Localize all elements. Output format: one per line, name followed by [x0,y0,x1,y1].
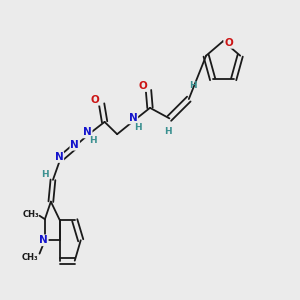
Text: N: N [39,235,48,245]
Text: H: H [134,123,142,132]
Text: CH₃: CH₃ [22,254,38,262]
Text: H: H [41,170,49,179]
Text: H: H [164,127,172,136]
Text: H: H [190,80,197,89]
Text: O: O [224,38,233,48]
Text: H: H [89,136,97,145]
Text: N: N [55,152,63,162]
Text: N: N [70,140,79,150]
Text: O: O [91,95,99,105]
Text: N: N [83,128,92,137]
Text: CH₃: CH₃ [22,211,39,220]
Text: N: N [129,113,137,123]
Text: O: O [138,81,147,91]
